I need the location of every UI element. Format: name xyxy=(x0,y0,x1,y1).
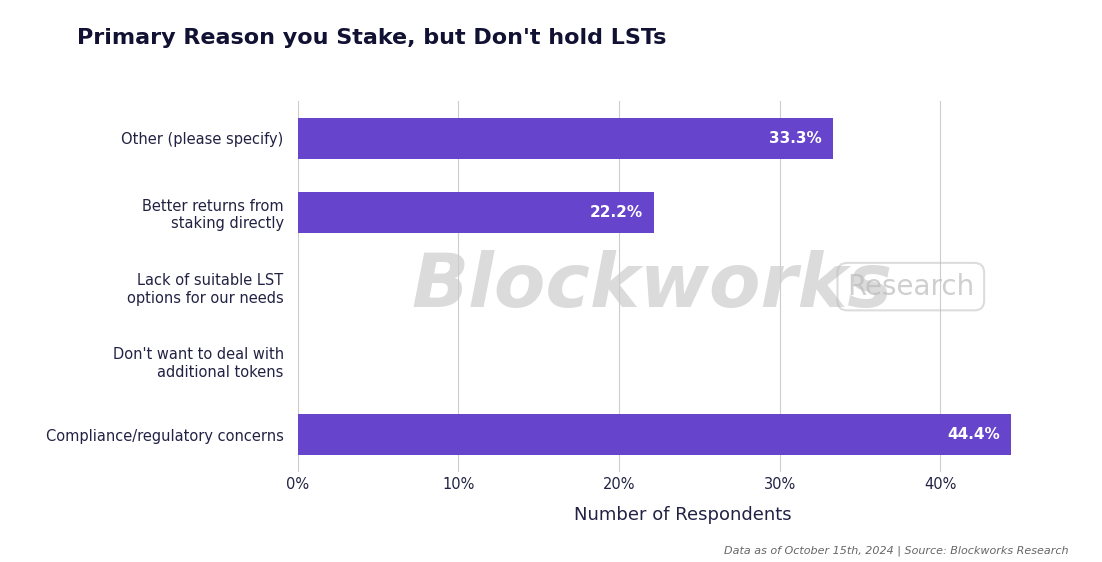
Bar xyxy=(298,118,833,159)
Text: 44.4%: 44.4% xyxy=(947,427,1000,442)
Bar xyxy=(298,414,1012,455)
Text: 22.2%: 22.2% xyxy=(590,205,644,220)
Text: Primary Reason you Stake, but Don't hold LSTs: Primary Reason you Stake, but Don't hold… xyxy=(77,28,667,48)
X-axis label: Number of Respondents: Number of Respondents xyxy=(574,506,792,524)
Bar xyxy=(298,192,655,233)
Text: Data as of October 15th, 2024 | Source: Blockworks Research: Data as of October 15th, 2024 | Source: … xyxy=(724,546,1069,556)
Text: Research: Research xyxy=(847,273,974,301)
Text: Blockworks: Blockworks xyxy=(412,250,893,323)
Text: 33.3%: 33.3% xyxy=(769,131,821,146)
